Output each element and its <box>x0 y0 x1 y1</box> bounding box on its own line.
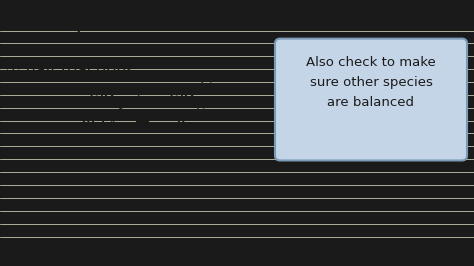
Text: →: → <box>135 113 150 131</box>
Text: 4: 4 <box>103 49 107 55</box>
Text: Balance equation: Balance equation <box>8 19 123 32</box>
Text: (aq): (aq) <box>266 47 285 56</box>
Text: VO: VO <box>80 113 106 131</box>
FancyBboxPatch shape <box>275 39 467 160</box>
Text: →: → <box>128 84 143 102</box>
Text: 2+: 2+ <box>192 105 209 115</box>
Text: What is the balanced net ionic equation for the following reaction in acidic sol: What is the balanced net ionic equation … <box>8 32 408 41</box>
Text: 3-: 3- <box>116 105 127 115</box>
Text: 4: 4 <box>108 119 115 128</box>
Text: 2+: 2+ <box>256 44 266 49</box>
Text: 3-: 3- <box>110 44 117 49</box>
Text: Also check to make
sure other species
are balanced: Also check to make sure other species ar… <box>306 56 436 109</box>
Text: (aq) + V: (aq) + V <box>206 47 246 56</box>
Text: Mg(s) + VO: Mg(s) + VO <box>22 47 76 56</box>
Text: 2+: 2+ <box>199 76 216 86</box>
Text: Mg: Mg <box>88 84 115 102</box>
Text: (aq) -> Mg: (aq) -> Mg <box>122 47 173 56</box>
Text: Mg: Mg <box>168 84 195 102</box>
Text: ① half reactions: ① half reactions <box>6 63 135 78</box>
Text: V: V <box>175 113 187 131</box>
Text: 2+: 2+ <box>196 44 206 49</box>
